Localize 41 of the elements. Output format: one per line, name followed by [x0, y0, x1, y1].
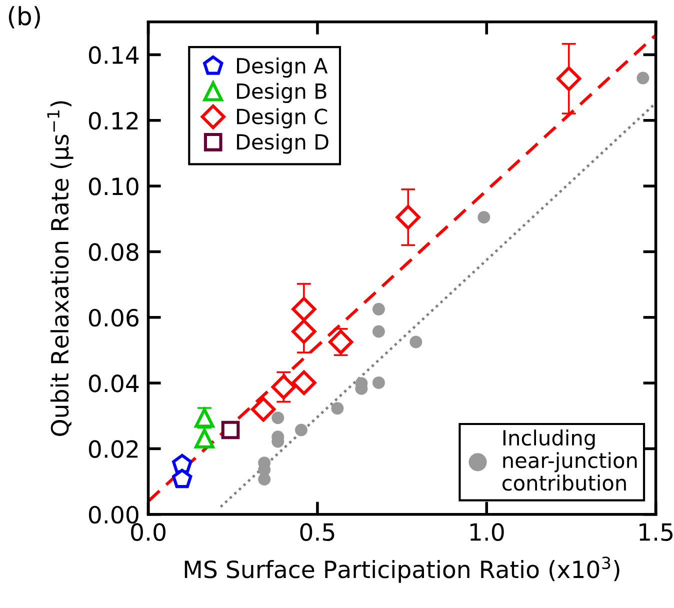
point [556, 66, 582, 92]
y-tick-label: 0.08 [88, 243, 138, 262]
point [292, 319, 316, 344]
point [410, 336, 422, 348]
legend-label: Design C [237, 108, 327, 128]
chart-title: (b) [8, 6, 40, 28]
y-tick-label: 0.02 [88, 440, 138, 458]
point [221, 420, 240, 440]
x-tick-label: 1.0 [470, 523, 504, 541]
y-tick-label: 0.00 [88, 506, 138, 524]
annotation: Including near-junction contribution [502, 430, 637, 491]
x-tick-label: 0.0 [131, 523, 166, 541]
y-tick-label: 0.14 [88, 46, 139, 64]
point [372, 302, 385, 316]
point [396, 204, 420, 230]
point [172, 454, 192, 474]
y-tick-label: 0.12 [88, 112, 138, 130]
y-axis-title: Qubit Relaxation Rate (μs$^{−1}$) [47, 101, 74, 436]
point [328, 330, 354, 354]
y-tick-label: 0.06 [88, 308, 138, 327]
legend-label: Design A [237, 57, 328, 78]
point [331, 402, 344, 415]
legend-label: Design D [237, 134, 328, 154]
point [294, 424, 308, 436]
legend-label: Design B [237, 82, 326, 104]
point [292, 296, 316, 322]
x-tick-label: 0.5 [300, 523, 334, 541]
point [271, 374, 296, 400]
x-tick-label: 1.5 [640, 523, 673, 541]
point [478, 210, 490, 224]
point [194, 428, 214, 448]
point [272, 412, 284, 424]
x-axis-title: MS Surface Participation Ratio (x10$^{3}$) [184, 556, 620, 583]
y-tick-label: 0.04 [88, 374, 139, 392]
point [636, 72, 650, 84]
y-tick-label: 0.10 [88, 177, 138, 196]
point [250, 396, 276, 422]
point [292, 370, 316, 396]
point [372, 376, 385, 389]
point [172, 468, 192, 488]
point [372, 325, 385, 338]
